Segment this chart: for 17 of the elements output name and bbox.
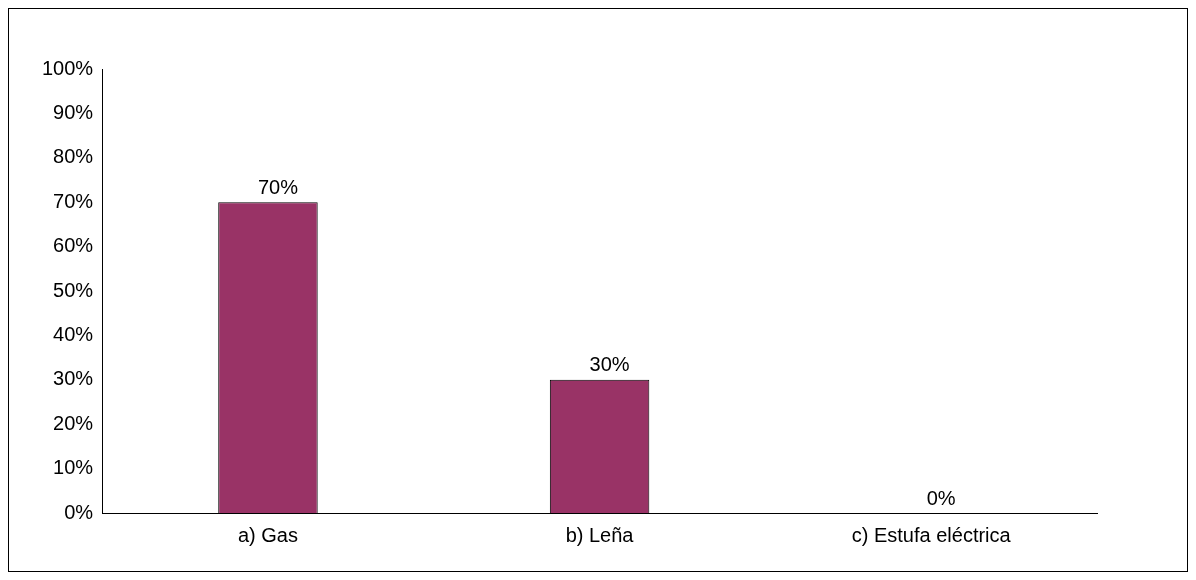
x-tick-label: b) Leña <box>565 523 635 546</box>
x-tick-label: a) Gas <box>237 523 298 546</box>
y-tick-label: 20% <box>53 411 94 434</box>
y-tick-label: 100% <box>42 56 94 79</box>
data-label: 0% <box>926 486 956 509</box>
data-label: 30% <box>589 353 630 376</box>
y-tick-label: 0% <box>64 500 94 523</box>
y-tick-label: 80% <box>53 145 94 168</box>
y-tick-label: 40% <box>53 322 94 345</box>
y-tick-label: 50% <box>53 278 94 301</box>
x-tick-label: c) Estufa eléctrica <box>851 523 1012 546</box>
y-tick-label: 90% <box>53 100 94 123</box>
y-tick-label: 10% <box>53 456 94 479</box>
y-tick-label: 30% <box>53 367 94 390</box>
y-tick-label: 70% <box>53 189 94 212</box>
y-tick-label: 60% <box>53 234 94 257</box>
data-label: 70% <box>257 175 299 198</box>
